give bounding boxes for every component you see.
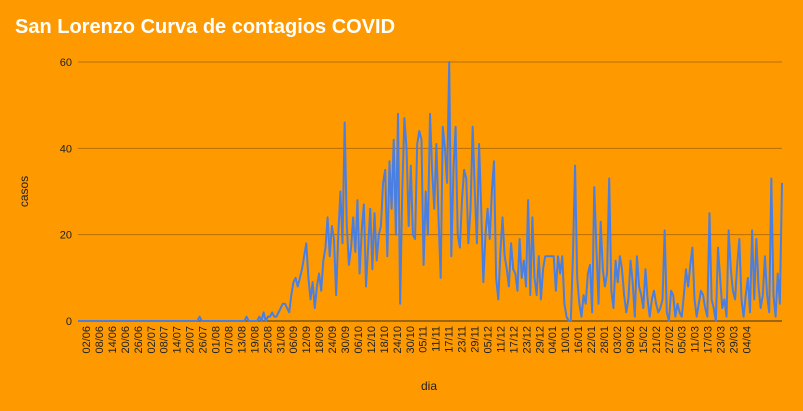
x-tick-label: 11/03 — [690, 326, 702, 353]
x-tick-label: 26/06 — [133, 326, 145, 354]
x-tick-label: 06/09 — [288, 326, 300, 354]
x-tick-label: 13/08 — [236, 326, 248, 354]
chart-title: San Lorenzo Curva de contagios COVID — [15, 16, 396, 38]
x-tick-label: 18/09 — [314, 326, 326, 354]
series-line — [78, 61, 783, 322]
x-axis-label: dia — [421, 379, 437, 393]
x-tick-label: 27/02 — [664, 326, 676, 354]
x-tick-label: 06/10 — [353, 326, 365, 354]
x-tick-label: 11/12 — [495, 326, 507, 353]
x-tick-label: 19/08 — [249, 326, 261, 354]
y-tick-label: 60 — [60, 57, 72, 69]
x-tick-label: 08/06 — [94, 326, 106, 354]
x-tick-label: 03/02 — [612, 326, 624, 354]
x-tick-label: 30/10 — [405, 326, 417, 354]
x-tick-label: 05/11 — [418, 326, 430, 353]
x-tick-label: 11/11 — [431, 326, 443, 352]
x-tick-label: 29/11 — [470, 326, 482, 353]
x-tick-label: 02/06 — [81, 326, 93, 354]
y-tick-label: 40 — [60, 143, 72, 155]
x-tick-label: 04/01 — [547, 326, 559, 354]
x-tick-label: 15/02 — [638, 326, 650, 354]
x-tick-label: 31/08 — [275, 326, 287, 354]
x-tick-label: 17/11 — [444, 326, 456, 353]
x-tick-label: 12/09 — [301, 326, 313, 354]
x-tick-label: 23/11 — [457, 326, 469, 353]
y-tick-label: 20 — [60, 230, 72, 242]
x-tick-label: 01/08 — [211, 326, 223, 354]
x-tick-label: 17/12 — [508, 326, 520, 354]
x-tick-label: 14/06 — [107, 326, 119, 354]
x-tick-label: 30/09 — [340, 326, 352, 354]
x-tick-label: 25/08 — [262, 326, 274, 354]
x-tick-label: 10/01 — [560, 326, 572, 354]
x-tick-label: 02/07 — [146, 326, 158, 354]
x-tick-label: 24/09 — [327, 326, 339, 354]
y-axis-label: casos — [17, 176, 31, 207]
x-tick-label: 14/07 — [172, 326, 184, 354]
x-tick-label: 26/07 — [198, 326, 210, 354]
x-tick-label: 18/10 — [379, 326, 391, 354]
x-tick-label: 29/03 — [729, 326, 741, 354]
x-tick-label: 04/04 — [741, 326, 753, 354]
y-tick-label: 0 — [66, 316, 72, 328]
x-tick-label: 23/03 — [716, 326, 728, 354]
x-tick-label: 23/12 — [521, 326, 533, 354]
x-tick-label: 20/07 — [185, 326, 197, 354]
x-tick-label: 21/02 — [651, 326, 663, 354]
x-tick-label: 07/08 — [223, 326, 235, 354]
x-tick-label: 08/07 — [159, 326, 171, 354]
x-tick-label: 28/01 — [599, 326, 611, 354]
x-tick-label: 22/01 — [586, 326, 598, 354]
x-tick-label: 24/10 — [392, 326, 404, 354]
x-tick-label: 12/10 — [366, 326, 378, 354]
x-tick-label: 16/01 — [573, 326, 585, 354]
x-tick-label: 29/12 — [534, 326, 546, 354]
x-tick-label: 05/03 — [677, 326, 689, 354]
x-tick-label: 05/12 — [482, 326, 494, 354]
x-tick-label: 09/02 — [625, 326, 637, 354]
x-tick-label: 20/06 — [120, 326, 132, 354]
x-tick-label: 17/03 — [703, 326, 715, 354]
